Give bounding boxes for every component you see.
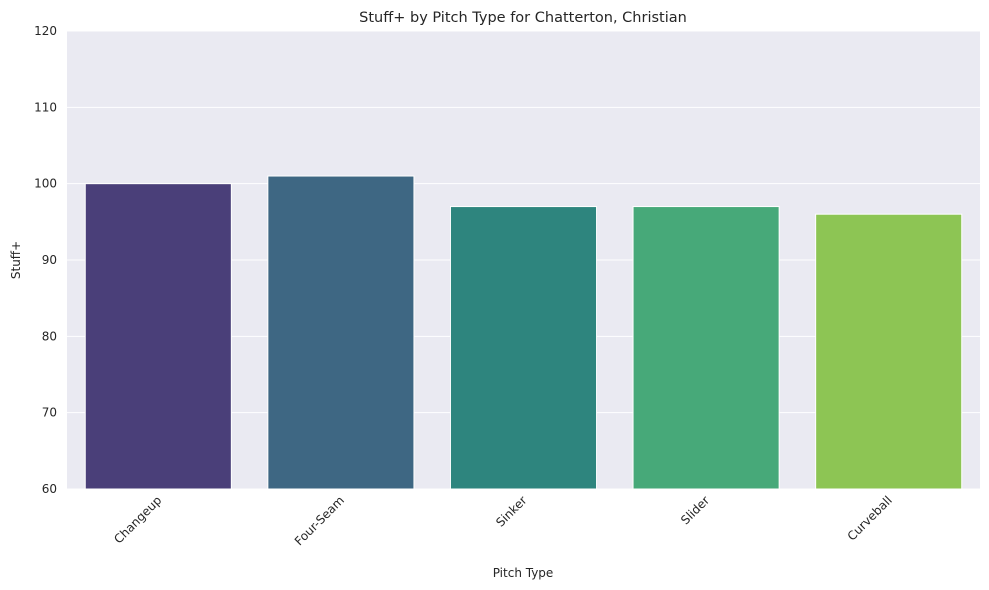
bar-changeup xyxy=(84,183,232,490)
y-tick-label: 70 xyxy=(42,406,57,420)
x-tick-label: Slider xyxy=(678,493,712,527)
y-tick-label: 90 xyxy=(42,253,57,267)
y-axis-label: Stuff+ xyxy=(9,241,23,279)
y-tick-label: 60 xyxy=(42,482,57,496)
bars xyxy=(84,175,963,490)
x-tick-label: Curveball xyxy=(845,493,895,543)
bar-sinker xyxy=(449,206,598,490)
y-tick-label: 80 xyxy=(42,329,57,343)
y-tick-labels: 60 70 80 90 100 110 120 xyxy=(34,24,57,496)
bar-four-seam xyxy=(267,175,415,490)
x-tick-label: Sinker xyxy=(493,493,529,529)
x-tick-label: Changeup xyxy=(111,493,164,546)
y-tick-label: 120 xyxy=(34,24,57,38)
y-tick-label: 110 xyxy=(34,100,57,114)
bar-slider xyxy=(632,206,780,490)
chart-title: Stuff+ by Pitch Type for Chatterton, Chr… xyxy=(359,10,687,26)
x-tick-label: Four-Seam xyxy=(292,493,347,548)
x-tick-labels: Changeup Four-Seam Sinker Slider Curveball xyxy=(111,493,895,548)
y-tick-label: 100 xyxy=(34,177,57,191)
x-axis-label: Pitch Type xyxy=(493,566,554,580)
bar-curveball xyxy=(815,213,963,490)
